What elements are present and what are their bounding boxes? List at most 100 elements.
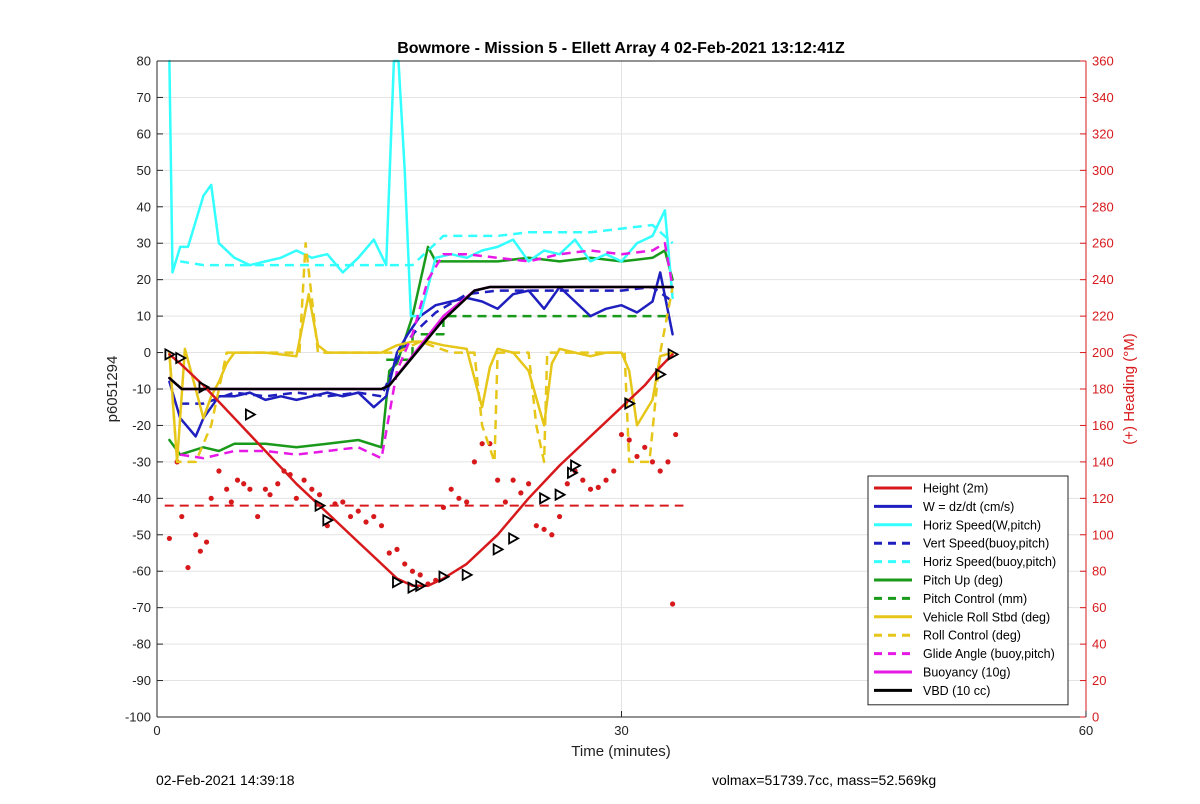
heading-point xyxy=(649,459,656,465)
legend-label: Buoyancy (10g) xyxy=(923,666,1011,680)
y-tick-label: 60 xyxy=(137,126,151,141)
heading-point xyxy=(216,468,222,474)
direction-marker xyxy=(655,367,668,381)
y2-axis-label: (+) Heading (°M) xyxy=(1121,333,1138,444)
legend-label: Horiz Speed(W,pitch) xyxy=(923,518,1041,532)
heading-point xyxy=(440,504,447,511)
heading-point xyxy=(618,431,625,438)
heading-point xyxy=(409,568,416,574)
x-axis-label: Time (minutes) xyxy=(571,743,670,760)
heading-point xyxy=(518,490,524,496)
heading-point xyxy=(262,486,268,492)
heading-point xyxy=(549,532,555,538)
legend-label: Glide Angle (buoy,pitch) xyxy=(923,647,1055,661)
direction-marker xyxy=(392,575,404,589)
y-tick-label: -70 xyxy=(132,600,151,615)
series-line-glide-angle-buoy-pitch xyxy=(180,241,674,460)
legend-box xyxy=(867,475,1069,706)
legend: Height (2m) W = dz/dt (cm/s) Horiz Speed(W… xyxy=(867,475,1069,706)
heading-point xyxy=(371,513,377,520)
y2-tick-label: 80 xyxy=(1092,564,1106,579)
heading-point xyxy=(309,486,315,492)
y-tick-label: 50 xyxy=(137,163,151,178)
heading-point xyxy=(332,501,338,507)
heading-point xyxy=(533,523,539,529)
heading-point xyxy=(464,499,470,505)
y2-tick-label: 100 xyxy=(1092,527,1114,542)
series-line-roll-control-deg xyxy=(168,241,674,464)
y-tick-label: -60 xyxy=(132,564,151,579)
heading-point xyxy=(234,477,241,483)
y-tick-label: -80 xyxy=(132,637,151,652)
heading-point xyxy=(241,481,247,487)
y-tick-label: -40 xyxy=(132,491,151,506)
axes: -100-90-80-70-60-50-40-30-20-10010203040… xyxy=(125,54,1114,739)
footer-timestamp: 02-Feb-2021 14:39:18 xyxy=(156,772,295,788)
y2-tick-label: 0 xyxy=(1092,710,1099,725)
direction-marker xyxy=(461,568,474,582)
direction-marker xyxy=(554,488,567,502)
y2-tick-label: 180 xyxy=(1092,382,1114,397)
heading-point xyxy=(657,468,663,474)
heading-point xyxy=(402,561,408,567)
y-tick-label: 70 xyxy=(137,90,151,105)
heading-point xyxy=(502,499,508,505)
y2-tick-label: 200 xyxy=(1092,345,1114,360)
y2-tick-label: 240 xyxy=(1092,272,1114,287)
direction-marker xyxy=(508,531,520,545)
y-tick-label: -90 xyxy=(132,673,151,688)
y2-tick-label: 160 xyxy=(1092,418,1114,433)
heading-point xyxy=(179,513,185,520)
heading-point xyxy=(456,495,462,501)
legend-label: W = dz/dt (cm/s) xyxy=(923,500,1014,514)
y2-tick-label: 340 xyxy=(1092,90,1114,105)
heading-point xyxy=(526,481,532,487)
direction-marker xyxy=(570,459,582,473)
heading-point xyxy=(255,513,261,520)
y2-tick-label: 360 xyxy=(1092,54,1114,69)
legend-label: Pitch Up (deg) xyxy=(923,574,1003,588)
chart-title: Bowmore - Mission 5 - Ellett Array 4 02-… xyxy=(397,40,845,57)
y-tick-label: -100 xyxy=(125,710,151,725)
direction-marker xyxy=(624,397,637,411)
heading-point xyxy=(603,477,609,483)
y2-tick-label: 40 xyxy=(1092,637,1106,652)
y2-tick-label: 20 xyxy=(1092,673,1106,688)
heading-point xyxy=(293,495,299,501)
y2-tick-label: 300 xyxy=(1092,163,1114,178)
series-layer xyxy=(168,59,674,588)
y2-tick-label: 140 xyxy=(1092,454,1114,469)
y2-tick-label: 120 xyxy=(1092,491,1114,506)
series-line-w-dz-dt-cm-s xyxy=(168,271,674,438)
legend-label: Vehicle Roll Stbd (deg) xyxy=(923,610,1050,624)
y-tick-label: 30 xyxy=(137,236,151,251)
direction-marker xyxy=(438,570,451,584)
y-tick-label: 20 xyxy=(137,272,151,287)
heading-point xyxy=(247,486,253,492)
legend-label: Height (2m) xyxy=(923,482,988,496)
heading-point xyxy=(378,523,385,529)
heading-point xyxy=(642,444,648,450)
direction-marker xyxy=(415,579,428,593)
heading-point xyxy=(347,513,354,520)
direction-marker xyxy=(198,380,211,394)
heading-point xyxy=(185,564,191,571)
direction-marker xyxy=(244,407,257,422)
heading-point xyxy=(166,535,172,542)
y2-tick-label: 280 xyxy=(1092,199,1114,214)
heading-point xyxy=(363,519,369,525)
series-line-height-2m xyxy=(168,353,674,588)
y-tick-label: 10 xyxy=(137,309,151,324)
heading-point xyxy=(386,550,392,556)
y2-tick-label: 60 xyxy=(1092,600,1106,615)
heading-point xyxy=(580,477,586,483)
series-line-horiz-speed-buoy-pitch xyxy=(180,223,674,267)
heading-point xyxy=(556,513,563,520)
heading-point xyxy=(587,486,594,492)
heading-scatter-layer xyxy=(166,431,679,607)
y-tick-label: 40 xyxy=(137,199,151,214)
heading-point xyxy=(228,499,234,505)
heading-point xyxy=(394,546,400,552)
heading-point xyxy=(471,459,478,465)
legend-label: Roll Control (deg) xyxy=(923,629,1021,643)
